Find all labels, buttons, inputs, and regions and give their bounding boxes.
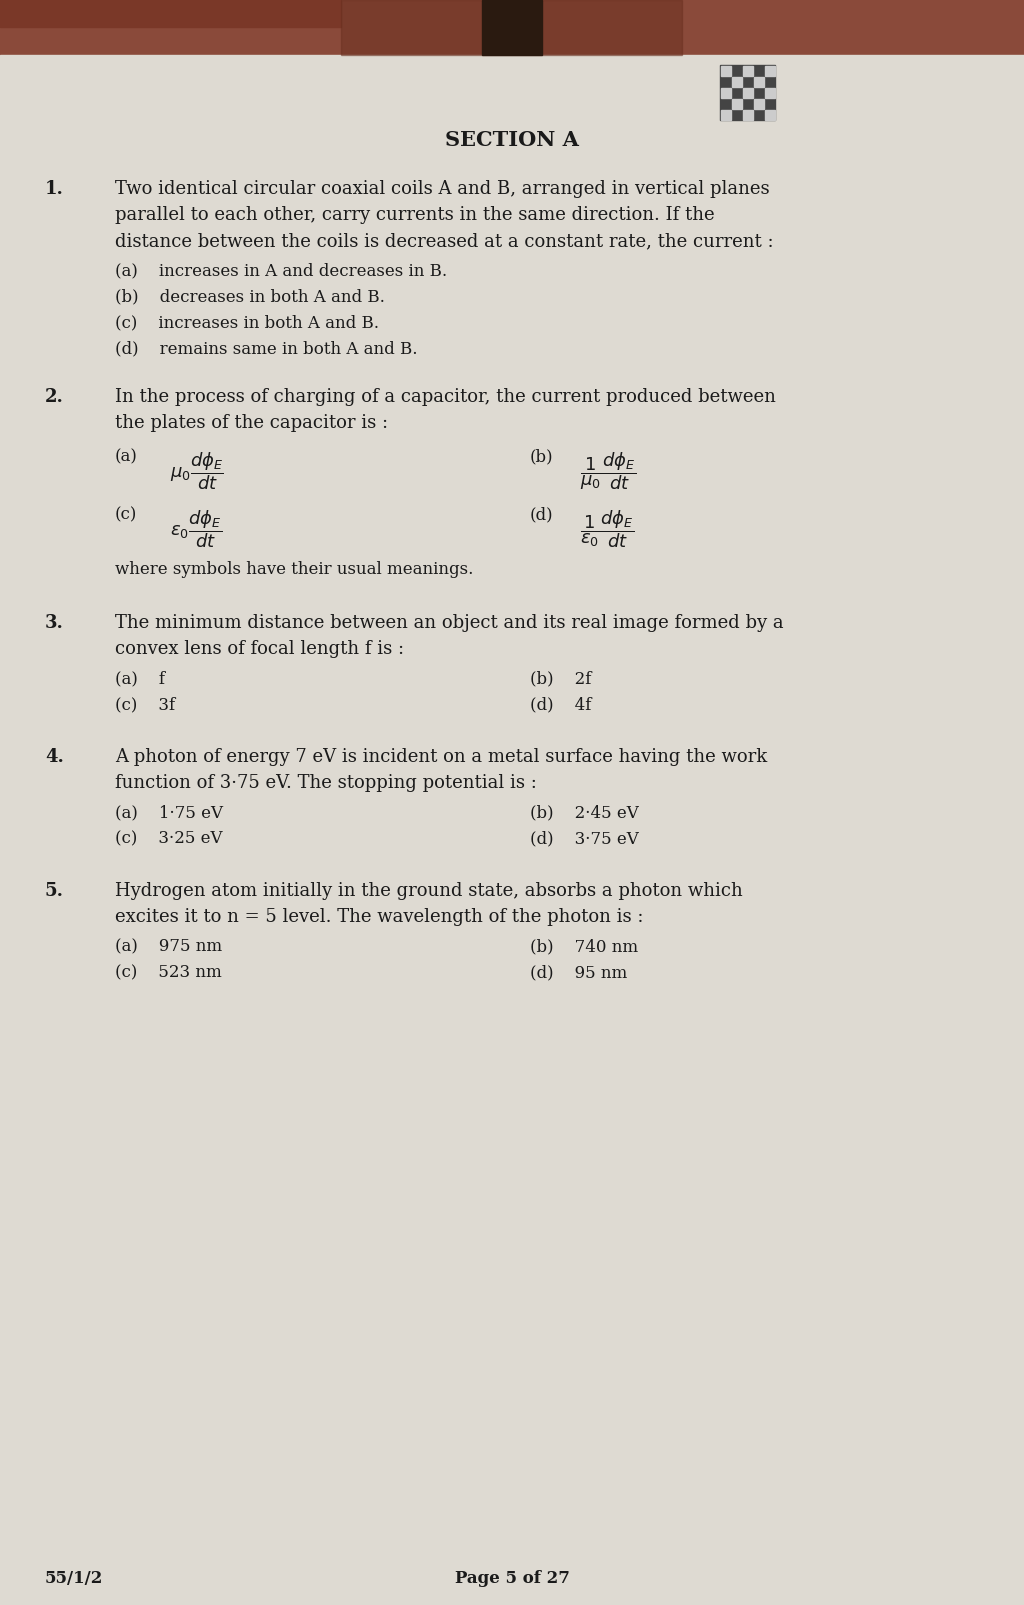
Text: 3.: 3. — [45, 615, 63, 632]
Text: 55/1/2: 55/1/2 — [45, 1570, 103, 1587]
Bar — [0, 0, 1024, 55]
Text: (b): (b) — [530, 448, 554, 465]
Text: 2.: 2. — [45, 388, 63, 406]
Text: (c): (c) — [115, 506, 137, 523]
Text: distance between the coils is decreased at a constant rate, the current :: distance between the coils is decreased … — [115, 233, 773, 250]
Text: where symbols have their usual meanings.: where symbols have their usual meanings. — [115, 562, 473, 578]
Text: The minimum distance between an object and its real image formed by a: The minimum distance between an object a… — [115, 615, 783, 632]
Bar — [754, 77, 764, 87]
Text: (b)    2·45 eV: (b) 2·45 eV — [530, 804, 639, 822]
Text: 5.: 5. — [45, 883, 63, 900]
Text: (c)    3f: (c) 3f — [115, 697, 175, 713]
Text: parallel to each other, carry currents in the same direction. If the: parallel to each other, carry currents i… — [115, 205, 715, 225]
Text: (c)    increases in both A and B.: (c) increases in both A and B. — [115, 315, 379, 331]
Text: convex lens of focal length f is :: convex lens of focal length f is : — [115, 640, 404, 658]
Text: 4.: 4. — [45, 748, 63, 766]
Bar — [732, 100, 742, 109]
Text: $\mu_0\dfrac{d\phi_E}{dt}$: $\mu_0\dfrac{d\phi_E}{dt}$ — [170, 449, 224, 491]
Text: $\varepsilon_0\dfrac{d\phi_E}{dt}$: $\varepsilon_0\dfrac{d\phi_E}{dt}$ — [170, 509, 222, 549]
Text: Two identical circular coaxial coils A and B, arranged in vertical planes: Two identical circular coaxial coils A a… — [115, 180, 770, 197]
Bar — [765, 88, 775, 98]
Bar — [754, 100, 764, 109]
Text: (b)    2f: (b) 2f — [530, 669, 592, 687]
Bar — [721, 66, 731, 75]
Text: (a)    1·75 eV: (a) 1·75 eV — [115, 804, 223, 822]
Text: (c)    3·25 eV: (c) 3·25 eV — [115, 830, 222, 847]
Text: $\dfrac{1}{\varepsilon_0}\dfrac{d\phi_E}{dt}$: $\dfrac{1}{\varepsilon_0}\dfrac{d\phi_E}… — [580, 509, 634, 549]
Text: the plates of the capacitor is :: the plates of the capacitor is : — [115, 414, 388, 432]
Bar — [732, 77, 742, 87]
Text: Hydrogen atom initially in the ground state, absorbs a photon which: Hydrogen atom initially in the ground st… — [115, 883, 742, 900]
Text: A photon of energy 7 eV is incident on a metal surface having the work: A photon of energy 7 eV is incident on a… — [115, 748, 767, 766]
Bar — [720, 64, 775, 120]
Bar — [765, 66, 775, 75]
Text: (a): (a) — [115, 448, 138, 465]
Text: Page 5 of 27: Page 5 of 27 — [455, 1570, 569, 1587]
Bar — [743, 88, 753, 98]
Text: (d): (d) — [530, 506, 554, 523]
Text: (b)    740 nm: (b) 740 nm — [530, 937, 638, 955]
Text: 1.: 1. — [45, 180, 63, 197]
Text: (d)    95 nm: (d) 95 nm — [530, 965, 628, 981]
Text: (b)    decreases in both A and B.: (b) decreases in both A and B. — [115, 287, 385, 305]
Text: In the process of charging of a capacitor, the current produced between: In the process of charging of a capacito… — [115, 388, 776, 406]
Text: (a)    f: (a) f — [115, 669, 165, 687]
Text: excites it to n = 5 level. The wavelength of the photon is :: excites it to n = 5 level. The wavelengt… — [115, 908, 643, 926]
Bar — [721, 111, 731, 120]
Text: (d)    4f: (d) 4f — [530, 697, 592, 713]
Text: (c)    523 nm: (c) 523 nm — [115, 965, 222, 981]
Text: function of 3·75 eV. The stopping potential is :: function of 3·75 eV. The stopping potent… — [115, 774, 537, 791]
Text: (a)    increases in A and decreases in B.: (a) increases in A and decreases in B. — [115, 262, 447, 279]
Text: (a)    975 nm: (a) 975 nm — [115, 937, 222, 955]
Bar — [765, 111, 775, 120]
Bar — [743, 66, 753, 75]
Bar — [0, 0, 341, 27]
Bar — [721, 88, 731, 98]
Text: (d)    remains same in both A and B.: (d) remains same in both A and B. — [115, 340, 418, 356]
Bar — [743, 111, 753, 120]
Text: $\dfrac{1}{\mu_0}\dfrac{d\phi_E}{dt}$: $\dfrac{1}{\mu_0}\dfrac{d\phi_E}{dt}$ — [580, 449, 636, 491]
Bar — [341, 0, 682, 55]
Text: SECTION A: SECTION A — [445, 130, 579, 149]
Text: (d)    3·75 eV: (d) 3·75 eV — [530, 830, 639, 847]
Bar — [482, 0, 542, 55]
